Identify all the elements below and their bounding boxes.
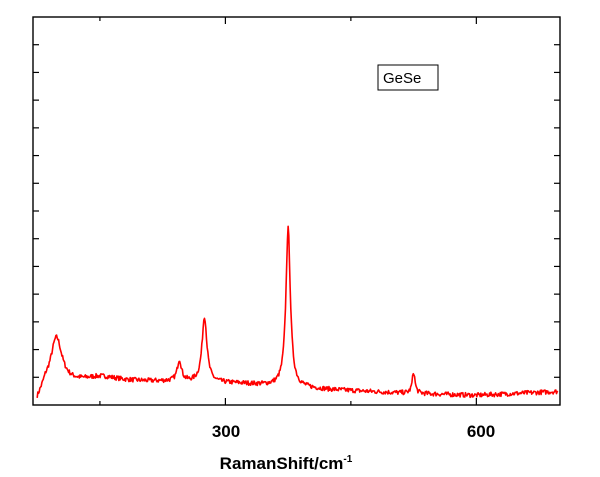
series-line-gese xyxy=(36,225,559,399)
x-axis-title: RamanShift/cm-1 xyxy=(220,454,353,473)
legend-label-gese: GeSe xyxy=(383,70,421,87)
x-tick-label-300: 300 xyxy=(212,422,240,441)
legend-box xyxy=(377,64,439,91)
x-axis-title-superscript: -1 xyxy=(343,454,352,465)
plot-frame xyxy=(32,16,561,406)
x-tick-label-600: 600 xyxy=(467,422,495,441)
legend: GeSe xyxy=(377,64,439,91)
x-axis-title-text: RamanShift/cm xyxy=(220,454,344,473)
y-axis-ticks xyxy=(33,44,560,378)
